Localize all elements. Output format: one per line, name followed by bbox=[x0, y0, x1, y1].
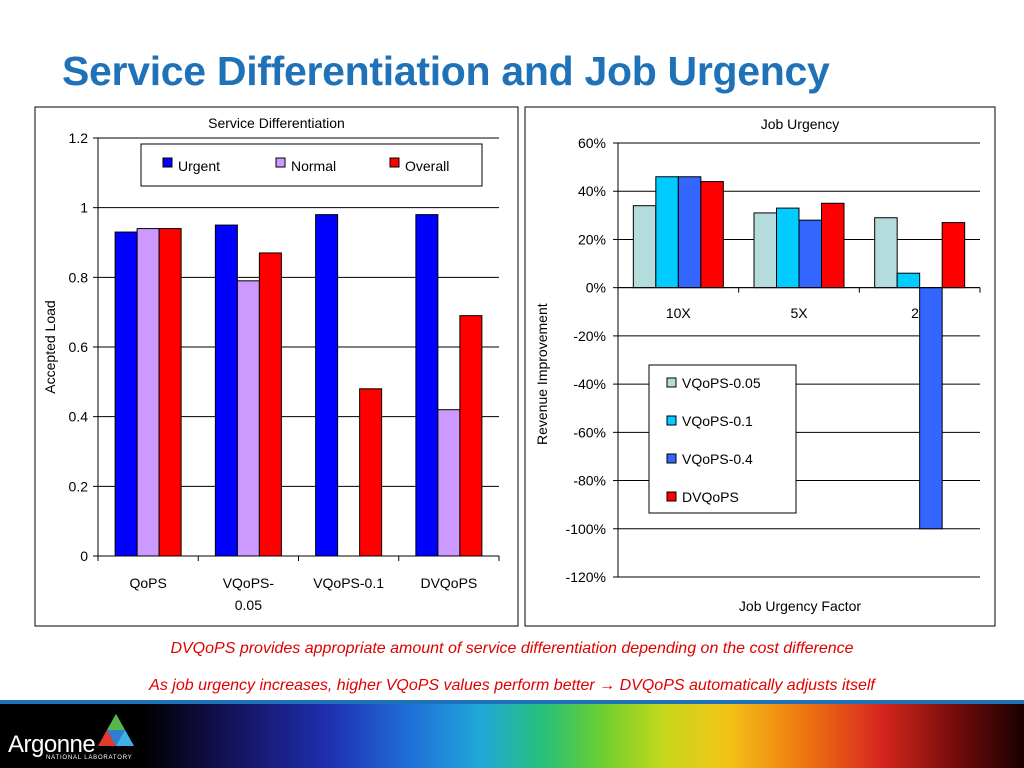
bar-urgent-0 bbox=[114, 231, 138, 557]
x-axis-label: Job Urgency Factor bbox=[739, 598, 861, 614]
bar-vqops-0-1-1 bbox=[776, 207, 800, 289]
bar-urgent-2 bbox=[315, 214, 339, 557]
bar-vqops-0-4-1 bbox=[798, 219, 822, 289]
legend-swatch-normal bbox=[275, 157, 286, 168]
x-tick-label: DVQoPS bbox=[420, 575, 477, 591]
y-tick-label: 0.8 bbox=[69, 269, 89, 285]
y-axis-label-group: Revenue Improvement bbox=[534, 303, 550, 445]
y-tick-label: 40% bbox=[578, 183, 606, 199]
logo-subtext: NATIONAL LABORATORY bbox=[46, 755, 133, 761]
x-tick-label: VQoPS- bbox=[223, 575, 275, 591]
legend-label-vqops-0-4: VQoPS-0.4 bbox=[682, 451, 753, 467]
y-tick-label: -20% bbox=[573, 328, 606, 344]
y-axis-label: Revenue Improvement bbox=[534, 303, 550, 445]
legend-label-vqops-0-05: VQoPS-0.05 bbox=[682, 375, 761, 391]
y-tick-label: -60% bbox=[573, 424, 606, 440]
chart-title-job-urgency: Job Urgency bbox=[761, 116, 840, 132]
bar-urgent-1 bbox=[214, 224, 238, 557]
bar-vqops-0-1-0 bbox=[655, 176, 679, 289]
bar-normal-0 bbox=[136, 228, 160, 557]
bar-vqops-0-05-0 bbox=[632, 205, 657, 289]
legend-box-job-urgency bbox=[648, 364, 797, 514]
bar-vqops-0-05-2 bbox=[874, 217, 898, 289]
bar-dvqops-1 bbox=[821, 202, 845, 289]
x-tick-label: 0.05 bbox=[235, 597, 262, 613]
legend-swatch-dvqops bbox=[666, 491, 677, 502]
bar-overall-0 bbox=[158, 228, 182, 557]
legend-box-service-differentiation bbox=[140, 143, 483, 187]
y-tick-label: 0.4 bbox=[69, 409, 89, 425]
bar-vqops-0-4-2 bbox=[919, 287, 943, 530]
y-tick-label: 0.2 bbox=[69, 478, 89, 494]
bar-dvqops-2 bbox=[941, 222, 966, 289]
x-tick-label: 10X bbox=[666, 305, 692, 321]
caption-service-differentiation: DVQoPS provides appropriate amount of se… bbox=[170, 640, 854, 657]
legend-label-urgent: Urgent bbox=[178, 158, 220, 174]
legend-label-overall: Overall bbox=[405, 158, 449, 174]
bar-dvqops-0 bbox=[700, 181, 724, 289]
bar-overall-3 bbox=[459, 315, 483, 557]
charts-canvas: Service Differentiation 0 0.2 0.4 0.6 0.8 1 1.2… bbox=[34, 106, 996, 627]
chart-title-service-differentiation: Service Differentiation bbox=[208, 115, 345, 131]
bar-overall-1 bbox=[258, 252, 282, 557]
x-tick-label: VQoPS-0.1 bbox=[313, 575, 384, 591]
x-tick-label: QoPS bbox=[129, 575, 166, 591]
y-tick-label: 20% bbox=[578, 231, 606, 247]
y-tick-label: 1.2 bbox=[69, 130, 89, 146]
bar-vqops-0-1-2 bbox=[896, 272, 921, 289]
legend-label-dvqops: DVQoPS bbox=[682, 489, 739, 505]
caption-job-urgency: As job urgency increases, higher VQoPS v… bbox=[0, 677, 1024, 695]
y-tick-label: -40% bbox=[573, 376, 606, 392]
bar-vqops-0-05-1 bbox=[753, 212, 777, 289]
x-tick-label: 5X bbox=[790, 305, 808, 321]
bar-vqops-0-4-0 bbox=[677, 176, 702, 289]
legend-swatch-vqops-0-4 bbox=[666, 453, 677, 464]
caption-2-part-b: DVQoPS automatically adjusts itself bbox=[619, 677, 875, 694]
legend-swatch-urgent bbox=[162, 157, 173, 168]
legend-swatch-vqops-0-1 bbox=[666, 415, 677, 426]
arrow-right-icon: → bbox=[599, 677, 616, 694]
y-tick-label: 0% bbox=[586, 280, 606, 296]
bar-normal-3 bbox=[437, 409, 461, 557]
legend-swatch-vqops-0-05 bbox=[666, 377, 677, 388]
y-tick-label: -120% bbox=[566, 569, 606, 585]
legend-swatch-overall bbox=[389, 157, 400, 168]
logo-text: Argonne bbox=[8, 731, 96, 758]
y-tick-label: 1 bbox=[80, 200, 88, 216]
y-tick-label: 0 bbox=[80, 548, 88, 564]
bar-overall-2 bbox=[359, 388, 383, 557]
y-axis-label: Accepted Load bbox=[42, 300, 58, 393]
y-tick-label: -80% bbox=[573, 473, 606, 489]
legend-label-vqops-0-1: VQoPS-0.1 bbox=[682, 413, 753, 429]
y-tick-label: 0.6 bbox=[69, 339, 89, 355]
footer-spectrum-bar bbox=[0, 700, 1024, 768]
argonne-logo-icon bbox=[98, 714, 134, 746]
y-tick-label: 60% bbox=[578, 135, 606, 151]
caption-2-part-a: As job urgency increases, higher VQoPS v… bbox=[149, 677, 595, 694]
legend-label-normal: Normal bbox=[291, 158, 336, 174]
y-tick-label: -100% bbox=[566, 521, 606, 537]
footer-divider bbox=[0, 700, 1024, 704]
bar-normal-1 bbox=[236, 280, 260, 557]
bar-urgent-3 bbox=[415, 214, 439, 557]
slide-title: Service Differentiation and Job Urgency bbox=[62, 48, 830, 94]
